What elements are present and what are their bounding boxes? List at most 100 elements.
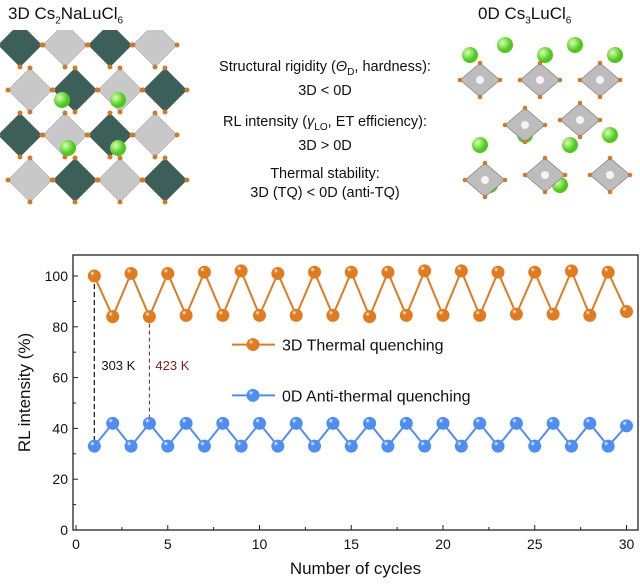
cl-atom [72,109,78,115]
legend-marker [246,338,260,352]
cs-atom [602,127,618,143]
cl-atom [542,189,548,195]
data-point [454,264,468,278]
cl-atom [162,199,168,205]
cl-atom [497,77,503,83]
cl-atom [597,60,603,66]
cl-atom [130,132,136,138]
lu-atom [541,171,549,179]
cs-atom [54,92,70,108]
cl-atom [85,42,91,48]
data-point [583,308,597,322]
data-point [399,308,413,322]
cl-atom [522,105,528,111]
data-point [179,308,193,322]
cl-atom [72,65,78,71]
data-point [491,265,505,279]
cl-atom [117,155,123,161]
cl-atom [50,87,56,93]
x-axis-label: Number of cycles [290,559,421,578]
cl-atom [537,60,543,66]
rl-cycle-chart: 0 5 10 15 20 25 30 0 20 40 60 80 100 Number of cycles… [15,254,639,578]
legend-marker [246,388,260,402]
cl-atom [50,177,56,183]
property-thermal-stability: Thermal stability: 3D (TQ) < 0D (anti-TQ) [250,166,400,201]
data-point [363,416,377,430]
cl-atom [557,117,563,123]
cl-atom [72,155,78,161]
data-point [271,266,285,280]
cs-atom [607,47,623,63]
cl-atom [40,42,46,48]
data-point [197,439,211,453]
data-point [344,265,358,279]
data-point [381,265,395,279]
cs-atom [562,137,578,153]
data-point [87,269,101,283]
cl-atom [587,172,593,178]
property-rigidity: Structural rigidity (ΘD, hardness): 3D < … [219,59,431,99]
cl-atom [597,117,603,123]
data-point [124,266,138,280]
cl-atom [184,177,190,183]
data-point [491,439,505,453]
data-point [436,308,450,322]
cl-atom [542,155,548,161]
x-tick-label: 25 [527,536,543,552]
data-point [620,419,633,433]
y-tick-label: 40 [52,420,68,436]
data-point [564,439,578,453]
cl-atom [62,110,68,116]
data-point [601,265,615,279]
data-point [253,416,266,430]
cl-atom [72,199,78,205]
cl-atom [107,110,113,116]
crystal-0d-illustration [457,37,633,200]
data-point [473,416,487,430]
cl-atom [17,110,23,116]
cl-atom [577,77,583,83]
series-line [93,268,628,320]
cl-atom [174,132,180,138]
cl-atom [27,109,33,115]
data-point [418,439,432,453]
data-point [473,308,487,322]
y-tick-label: 20 [52,471,68,487]
cl-atom [482,194,488,200]
data-point [399,416,413,430]
cl-atom [117,199,123,205]
cl-atom [152,154,158,160]
x-tick-label: 20 [435,536,451,552]
cl-atom [27,65,33,71]
plot-frame [72,254,639,531]
cl-atom [117,65,123,71]
data-point [234,264,248,278]
data-point [418,264,432,278]
octahedron [132,112,178,158]
cl-atom [95,87,101,93]
cl-atom [562,172,568,178]
cl-atom [607,189,613,195]
cl-atom [85,132,91,138]
lu-atom [521,121,529,129]
cl-atom [617,77,623,83]
data-point [326,416,340,430]
octahedron [52,157,98,203]
y-tick-label: 80 [52,319,68,335]
cl-atom [0,43,1,47]
cl-atom [17,64,23,70]
cl-atom [184,87,190,93]
data-point [289,308,303,322]
data-point [620,305,633,319]
data-point [308,439,322,453]
data-point [106,310,120,324]
title-0d: 0D Cs3LuCl6 [478,4,572,27]
cl-atom [117,109,123,115]
data-point [289,416,303,430]
data-point [271,439,285,453]
cs-atom [462,47,478,63]
cl-atom [95,177,101,183]
octahedron [42,30,88,68]
cl-atom [502,122,508,128]
cl-atom [17,154,23,160]
